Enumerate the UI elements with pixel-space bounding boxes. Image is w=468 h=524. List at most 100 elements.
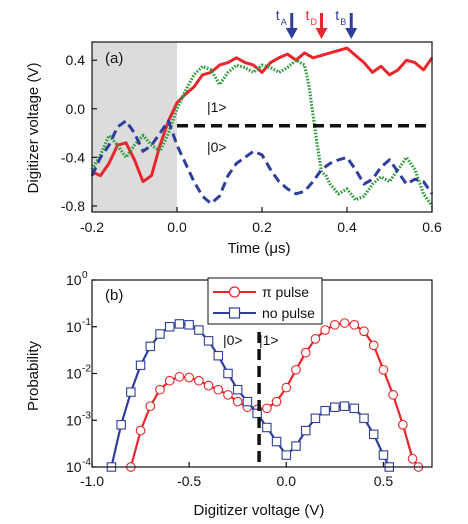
data-point-circle: [232, 396, 243, 407]
data-point-square: [378, 450, 389, 460]
x-tick-label: 0.6: [422, 219, 442, 235]
data-point-square: [242, 396, 253, 407]
data-point-square: [291, 441, 301, 451]
data-point-square: [271, 436, 282, 447]
data-point-square: [281, 450, 292, 460]
data-point-square: [339, 401, 350, 411]
data-point-square: [194, 325, 204, 335]
data-point-circle: [349, 319, 360, 330]
data-point-square: [320, 405, 330, 416]
x-tick-label: -0.5: [177, 473, 201, 489]
legend: π pulse no pulse: [207, 277, 323, 325]
data-point-square: [213, 350, 224, 361]
data-point-square: [184, 320, 194, 330]
data-point-circle: [145, 401, 156, 412]
state-label-1: |1>: [207, 99, 227, 115]
marker-label-subscript: B: [340, 17, 346, 27]
panel-a-y-axis-label: Digitizer voltage (V): [25, 63, 42, 194]
panel-b-x-axis-label: Digitizer voltage (V): [194, 502, 325, 519]
panel-b-y-axis-label: Probability: [25, 340, 42, 411]
legend-label-pi-pulse: π pulse: [262, 284, 309, 300]
y-tick-label-exponent: -2: [82, 364, 91, 375]
data-point-square: [223, 368, 233, 379]
y-tick-label: -0.4: [61, 149, 85, 165]
data-point-circle: [310, 334, 321, 344]
data-point-square: [155, 329, 165, 339]
data-point-square: [232, 384, 243, 395]
data-point-square: [164, 321, 175, 332]
marker-arrow-head: [315, 28, 328, 39]
panel-a-series: [90, 46, 434, 207]
legend-box: [207, 277, 323, 325]
data-point-square: [300, 425, 311, 436]
state-label-1: |1>: [259, 332, 279, 348]
state-label-0: |0>: [207, 139, 227, 155]
x-tick-label: 0.5: [374, 473, 394, 489]
panel-b-series: [106, 318, 424, 472]
x-tick-label: 0.4: [337, 219, 357, 235]
data-point-square: [135, 360, 146, 371]
series-line-dashed-blue: [90, 119, 434, 205]
panel-a-x-ticks: -0.2 0.0 0.2 0.4 0.6: [80, 207, 442, 235]
data-point-circle: [262, 403, 272, 414]
data-point-circle: [281, 382, 292, 393]
x-tick-label: 0.0: [167, 219, 187, 235]
data-point-square: [126, 387, 136, 397]
data-point-circle: [213, 384, 224, 395]
data-point-square: [203, 336, 214, 346]
x-tick-label: -0.2: [80, 219, 104, 235]
data-point-circle: [368, 340, 379, 351]
y-tick-label-exponent: -4: [82, 457, 91, 468]
data-point-square: [359, 413, 369, 424]
data-point-circle: [155, 384, 165, 395]
data-point-circle: [223, 389, 233, 400]
y-tick-label-base: 10: [66, 319, 82, 335]
marker-arrow-head: [345, 28, 358, 39]
marker-label-subscript: A: [281, 17, 287, 27]
panel-a-label: (a): [105, 50, 123, 67]
y-tick-label-exponent: -1: [82, 317, 91, 328]
x-tick-label: 0.0: [277, 473, 297, 489]
data-point-square: [330, 402, 340, 412]
panel-a-y-ticks: -0.8 -0.4 0.0 0.4: [61, 52, 97, 214]
state-label-0: |0>: [223, 332, 243, 348]
marker-label-subscript: D: [311, 17, 318, 27]
y-tick-label: 0.4: [66, 52, 86, 68]
data-point-square: [145, 341, 156, 352]
data-point-square: [349, 403, 360, 414]
y-tick-label: 0.0: [66, 101, 86, 117]
data-point-circle: [407, 453, 418, 464]
data-point-circle: [271, 396, 282, 407]
data-point-square: [262, 422, 272, 433]
data-point-circle: [339, 318, 350, 328]
panel-b-x-ticks: -1.0 -0.5 0.0 0.5: [80, 462, 393, 489]
y-tick-label-base: 10: [66, 272, 82, 288]
y-tick-label-exponent: 0: [82, 270, 88, 281]
marker-label: t: [335, 7, 339, 23]
y-tick-label-base: 10: [66, 412, 82, 428]
data-point-circle: [378, 364, 389, 375]
legend-marker-pi-pulse: [228, 286, 241, 298]
data-point-circle: [398, 419, 408, 430]
data-point-square: [252, 408, 262, 419]
y-tick-label: -0.8: [61, 198, 85, 214]
data-point-circle: [359, 326, 369, 337]
data-point-circle: [330, 319, 340, 330]
data-point-circle: [203, 380, 214, 391]
data-point-circle: [320, 325, 330, 335]
series-line-dotted-green: [90, 58, 434, 207]
y-tick-label-base: 10: [66, 459, 82, 475]
series-line-solid-red: [91, 46, 434, 184]
marker-label: t: [276, 7, 280, 23]
legend-marker-no-pulse: [228, 307, 241, 319]
y-tick-label-base: 10: [66, 366, 82, 382]
data-point-circle: [194, 375, 204, 386]
legend-label-no-pulse: no pulse: [262, 305, 315, 321]
marker-arrow-head: [285, 28, 298, 39]
panel-b-label: (b): [105, 287, 123, 304]
